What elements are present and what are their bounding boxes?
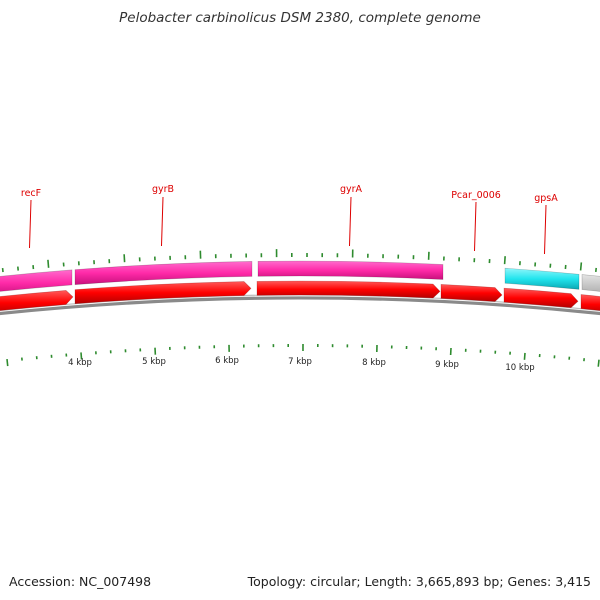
ruler-label: 7 kbp: [288, 357, 312, 367]
cds-gpsA: [503, 287, 579, 308]
cds-Pcar_0006: [440, 284, 503, 302]
cds-gyrB: [74, 281, 252, 305]
label-layer: 4 kbp 5 kbp 6 kbp 7 kbp 8 kbp 9 kbp 10 kbp recF…: [21, 184, 558, 373]
gene-label-leader: [474, 201, 477, 252]
feature-next-region: [581, 274, 600, 292]
tick-layer: [1, 249, 600, 367]
ruler-tick: [80, 352, 83, 360]
ruler-label: 10 kbp: [505, 363, 534, 373]
feature-gyrB-region: [74, 261, 253, 285]
gene-label-leader: [349, 196, 352, 247]
outer-tick: [503, 256, 506, 265]
ruler-label: 9 kbp: [435, 360, 459, 370]
ruler-tick: [523, 352, 526, 360]
feature-gpsA-region: [504, 267, 580, 290]
cds-next: [580, 294, 600, 311]
feature-layer: [0, 260, 600, 311]
outer-tick: [579, 262, 583, 271]
ruler-tick: [6, 358, 9, 367]
ruler-label: 4 kbp: [68, 358, 92, 368]
accession-text: Accession: NC_007498: [9, 574, 152, 589]
ruler-tick: [597, 359, 600, 367]
outer-tick: [47, 259, 50, 268]
map-title: Pelobacter carbinolicus DSM 2380, comple…: [119, 10, 481, 26]
cds-recF: [0, 290, 74, 311]
genome-backbone-outer: [0, 296, 600, 316]
genome-summary-text: Topology: circular; Length: 3,665,893 bp…: [247, 574, 591, 589]
gene-label: Pcar_0006: [451, 190, 501, 201]
gene-label: gyrB: [152, 184, 174, 195]
gene-label: gyrA: [340, 184, 363, 195]
gene-label: recF: [21, 188, 41, 199]
gene-label: gpsA: [534, 193, 558, 204]
ruler-label: 6 kbp: [215, 356, 239, 366]
gene-label-leader: [544, 204, 547, 255]
cds-gyrA: [256, 280, 441, 299]
gene-label-leader: [161, 196, 164, 247]
gene-label-leader: [29, 199, 32, 249]
feature-recF-region: [0, 269, 73, 292]
ruler-label: 8 kbp: [362, 358, 386, 368]
feature-gyrA-region: [257, 260, 444, 280]
ruler-label: 5 kbp: [142, 357, 166, 367]
